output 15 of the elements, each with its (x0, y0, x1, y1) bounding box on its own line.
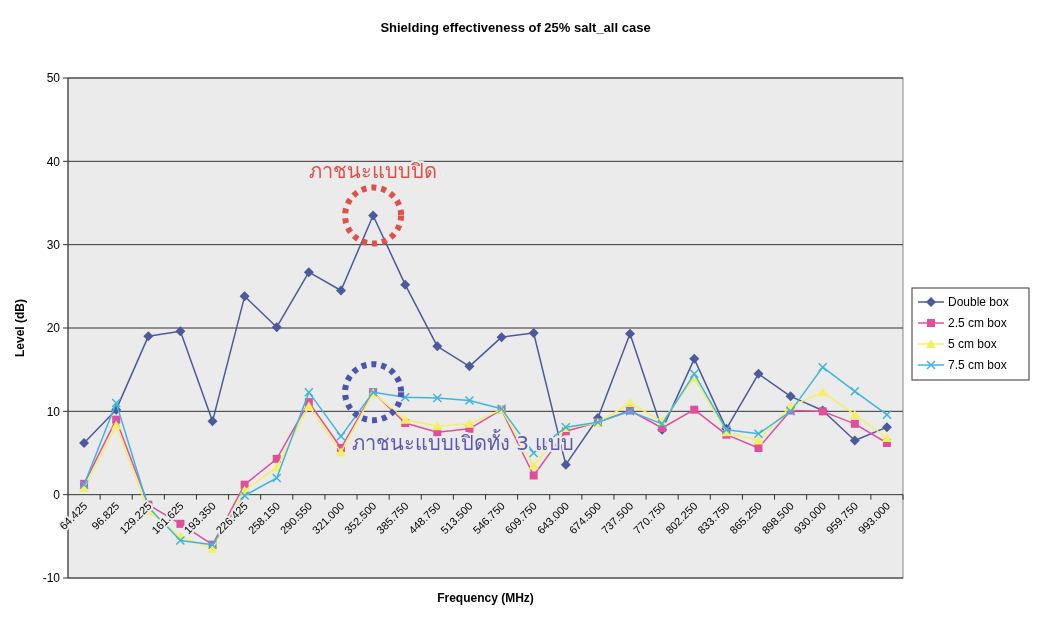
legend-label: Double box (948, 295, 1009, 310)
legend-label: 2.5 cm box (948, 316, 1007, 331)
y-tick-label: 10 (46, 404, 61, 419)
y-axis-title: Level (dB) (13, 298, 27, 358)
y-tick-label: 0 (53, 487, 61, 502)
y-tick-label: 50 (46, 71, 61, 86)
y-tick-label: 20 (46, 321, 61, 336)
annotation: ภาชนะแบบปิด (309, 158, 438, 183)
chart-title: Shielding effectiveness of 25% salt_all case (380, 20, 651, 35)
y-tick-label: 30 (46, 237, 61, 252)
legend-label: 7.5 cm box (948, 358, 1007, 373)
x-axis-title: Frequency (MHz) (437, 591, 534, 605)
y-tick-label: -10 (42, 571, 61, 586)
y-tick-label: 40 (46, 154, 61, 169)
legend-label: 5 cm box (948, 337, 997, 352)
